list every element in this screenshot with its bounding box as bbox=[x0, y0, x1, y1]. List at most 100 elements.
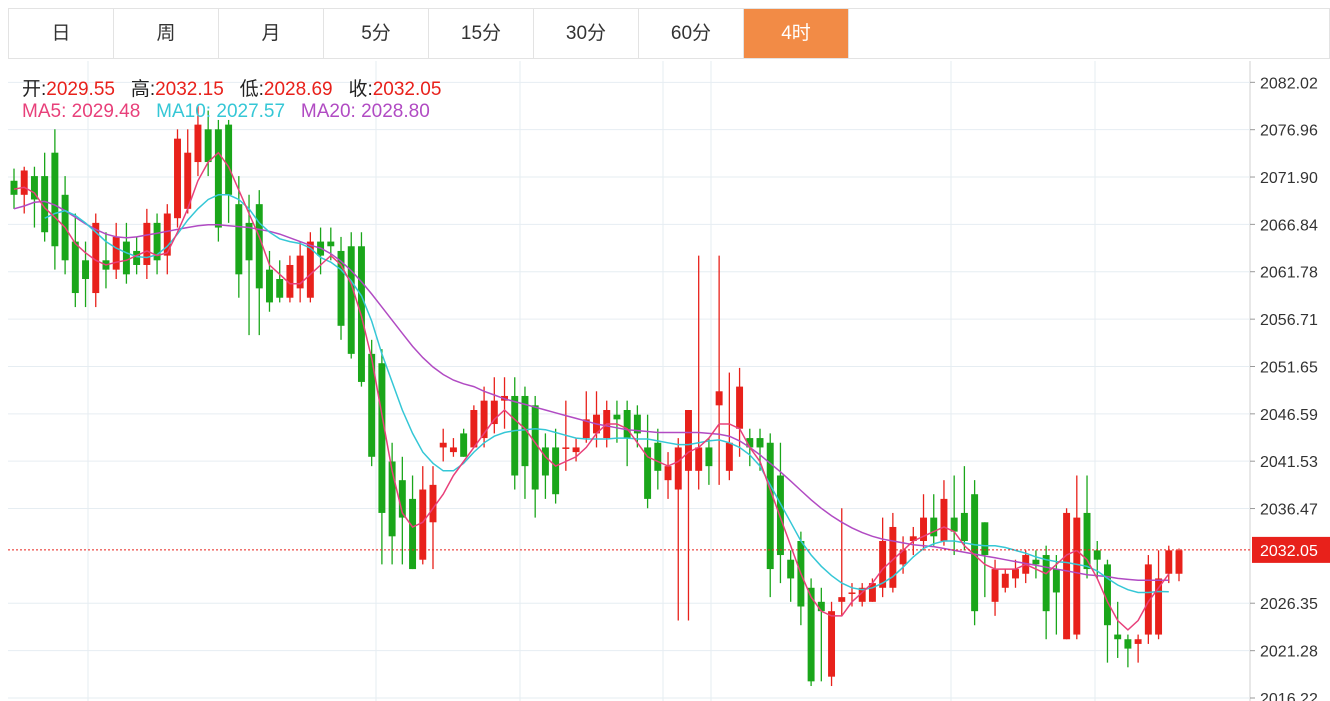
candle-body-37 bbox=[388, 461, 396, 537]
ma-info: MA5: 2029.48 MA10: 2027.57 MA20: 2028.80 bbox=[22, 101, 430, 123]
candle-body-65 bbox=[674, 447, 682, 490]
candle-body-112 bbox=[1155, 578, 1163, 635]
candle-body-88 bbox=[909, 536, 917, 541]
candle-body-98 bbox=[1012, 569, 1019, 579]
candle-body-93 bbox=[960, 512, 968, 541]
candle-body-49 bbox=[511, 395, 519, 476]
candle-body-15 bbox=[163, 213, 171, 256]
candle-body-35 bbox=[368, 353, 376, 457]
ma20-label: MA20: bbox=[300, 101, 356, 122]
low-label: 低: bbox=[239, 79, 264, 100]
ma10-line bbox=[44, 194, 1169, 594]
candle-body-89 bbox=[920, 517, 927, 541]
candle-body-23 bbox=[245, 222, 253, 261]
high-value: 2032.15 bbox=[155, 79, 224, 100]
y-tick-label-9: 2036.47 bbox=[1260, 502, 1318, 519]
candle-body-50 bbox=[521, 395, 529, 467]
candle-body-96 bbox=[991, 569, 999, 602]
candle-body-104 bbox=[1073, 517, 1081, 635]
candle-body-3 bbox=[41, 176, 49, 233]
candle-body-39 bbox=[409, 498, 417, 570]
candle-body-1 bbox=[20, 170, 28, 195]
candle-body-60 bbox=[623, 410, 631, 439]
y-tick-label-13: 2016.22 bbox=[1260, 691, 1318, 701]
candle-body-25 bbox=[266, 269, 273, 303]
candle-body-76 bbox=[787, 559, 795, 579]
candle-body-97 bbox=[1001, 573, 1009, 588]
y-tick-label-3: 2066.84 bbox=[1260, 217, 1318, 234]
close-label: 收: bbox=[348, 79, 373, 100]
candle-body-11 bbox=[122, 241, 130, 275]
candle-body-40 bbox=[419, 489, 427, 560]
candle-body-8 bbox=[92, 222, 100, 294]
tab-5[interactable]: 30分 bbox=[534, 9, 639, 58]
tab-0[interactable]: 日 bbox=[9, 9, 114, 58]
candle-body-46 bbox=[480, 400, 488, 439]
candle-body-71 bbox=[736, 386, 744, 429]
candle-body-18 bbox=[194, 124, 202, 163]
candle-body-2 bbox=[30, 176, 38, 200]
period-tabs: 日周月 5分 15分 30分 60分 4时 bbox=[8, 8, 849, 59]
candle-body-84 bbox=[868, 583, 876, 602]
candle-body-80 bbox=[828, 611, 836, 677]
candle-body-109 bbox=[1124, 639, 1132, 649]
candle-body-41 bbox=[429, 484, 437, 523]
candle-body-10 bbox=[112, 236, 120, 270]
y-tick-label-1: 2076.96 bbox=[1260, 123, 1318, 140]
candle-body-106 bbox=[1093, 550, 1101, 560]
candle-body-47 bbox=[490, 400, 498, 425]
candle-body-69 bbox=[715, 391, 723, 406]
candle-body-113 bbox=[1165, 550, 1173, 574]
candle-body-0 bbox=[10, 180, 18, 195]
candle-body-83 bbox=[858, 587, 866, 602]
candle-body-21 bbox=[225, 124, 233, 195]
candle-body-20 bbox=[214, 129, 222, 228]
candle-body-61 bbox=[633, 414, 641, 434]
tab-6[interactable]: 60分 bbox=[639, 9, 744, 58]
candle-body-51 bbox=[531, 405, 539, 490]
candle-body-73 bbox=[756, 438, 764, 448]
candle-body-108 bbox=[1114, 634, 1122, 640]
candle-body-82 bbox=[848, 592, 856, 594]
candle-body-31 bbox=[327, 241, 335, 247]
candle-body-38 bbox=[398, 480, 406, 518]
candle-body-79 bbox=[817, 601, 825, 612]
candle-body-44 bbox=[460, 433, 468, 457]
candle-body-29 bbox=[306, 241, 314, 298]
candle-body-78 bbox=[807, 587, 815, 682]
tab-1[interactable]: 周 bbox=[114, 9, 219, 58]
candle-body-110 bbox=[1134, 639, 1142, 644]
candle-body-45 bbox=[470, 410, 478, 448]
candle-body-6 bbox=[71, 241, 79, 294]
candle-body-52 bbox=[541, 447, 549, 476]
y-tick-label-5: 2056.71 bbox=[1260, 312, 1318, 329]
candle-body-43 bbox=[449, 447, 457, 453]
candle-body-94 bbox=[971, 494, 979, 612]
tab-4[interactable]: 15分 bbox=[429, 9, 534, 58]
candle-body-12 bbox=[133, 250, 141, 265]
tab-7[interactable]: 4时 bbox=[744, 9, 849, 58]
candle-body-19 bbox=[204, 129, 212, 163]
tab-3[interactable]: 5分 bbox=[324, 9, 429, 58]
candle-body-92 bbox=[950, 517, 958, 532]
candle-body-27 bbox=[286, 264, 294, 298]
ohlc-info: 开:2029.55 高:2032.15 低:2028.69 收:2032.05 bbox=[22, 74, 441, 101]
candle-body-74 bbox=[766, 442, 774, 570]
current-price-label: 2032.05 bbox=[1260, 543, 1318, 560]
candle-body-101 bbox=[1042, 555, 1050, 612]
ma20-value: 2028.80 bbox=[361, 101, 430, 122]
ma20-line bbox=[13, 200, 1169, 582]
ma5-line bbox=[13, 151, 1170, 631]
open-value: 2029.55 bbox=[46, 79, 115, 100]
candle-body-7 bbox=[82, 260, 90, 280]
candle-body-70 bbox=[725, 442, 733, 471]
tab-2[interactable]: 月 bbox=[219, 9, 324, 58]
y-tick-label-11: 2026.35 bbox=[1260, 596, 1318, 613]
candle-body-42 bbox=[439, 442, 447, 448]
candle-body-32 bbox=[337, 250, 345, 326]
candle-body-28 bbox=[296, 255, 304, 289]
candle-body-56 bbox=[582, 419, 590, 439]
candle-body-16 bbox=[174, 138, 181, 219]
candle-body-22 bbox=[235, 204, 243, 275]
